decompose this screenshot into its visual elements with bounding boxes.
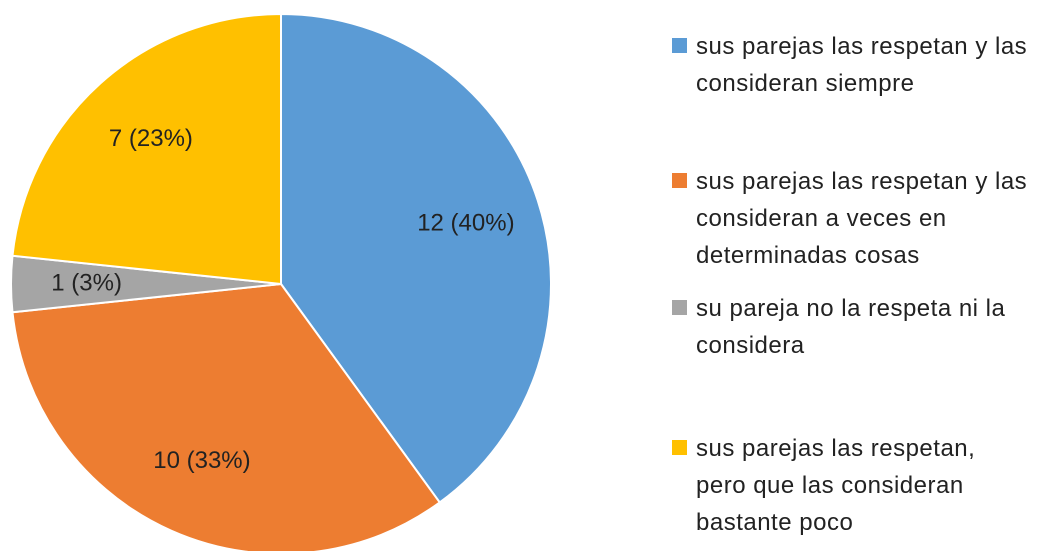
pie-area: 12 (40%) 10 (33%) 1 (3%) 7 (23%)	[10, 12, 552, 551]
pie-slice	[11, 12, 282, 286]
legend-swatch	[672, 38, 687, 53]
slice-label: 12 (40%)	[417, 209, 514, 236]
legend-item: sus parejas las respetan, pero que las c…	[672, 430, 1032, 541]
legend-swatch	[672, 173, 687, 188]
legend-item: su pareja no la respeta ni la considera	[672, 290, 1032, 364]
legend-item: sus parejas las respetan y las considera…	[672, 28, 1032, 102]
legend-swatch	[672, 300, 687, 315]
pie-slice	[280, 12, 552, 504]
legend-label: su pareja no la respeta ni la considera	[696, 295, 1006, 359]
slice-label: 10 (33%)	[153, 447, 250, 474]
legend-label: sus parejas las respetan y las considera…	[696, 168, 1028, 269]
legend-swatch	[672, 440, 687, 455]
pie-slice	[11, 282, 442, 551]
legend-item: sus parejas las respetan y las considera…	[672, 163, 1032, 274]
legend-label: sus parejas las respetan y las considera…	[696, 33, 1028, 97]
slice-label: 1 (3%)	[51, 269, 122, 296]
legend-label: sus parejas las respetan, pero que las c…	[696, 435, 976, 536]
slice-label: 7 (23%)	[109, 125, 193, 152]
